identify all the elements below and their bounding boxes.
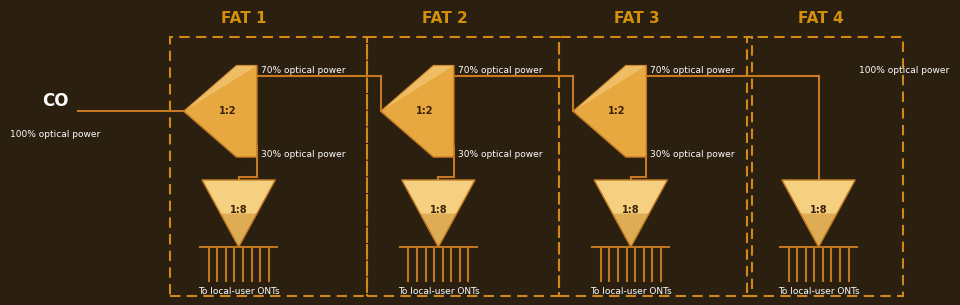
- Polygon shape: [183, 66, 257, 111]
- Polygon shape: [594, 180, 667, 247]
- Bar: [747, 37, 902, 296]
- Text: 1:8: 1:8: [622, 205, 639, 215]
- Text: To local-user ONTs: To local-user ONTs: [590, 287, 672, 296]
- Polygon shape: [782, 180, 855, 247]
- Text: FAT 2: FAT 2: [422, 11, 468, 26]
- Text: 1:2: 1:2: [219, 106, 236, 116]
- Text: 1:8: 1:8: [810, 205, 828, 215]
- Text: FAT 3: FAT 3: [614, 11, 660, 26]
- Text: To local-user ONTs: To local-user ONTs: [778, 287, 859, 296]
- Text: 30% optical power: 30% optical power: [458, 149, 542, 159]
- Polygon shape: [612, 214, 649, 247]
- Polygon shape: [381, 66, 454, 157]
- Polygon shape: [202, 180, 276, 247]
- Text: 70% optical power: 70% optical power: [650, 66, 734, 75]
- Text: FAT 1: FAT 1: [221, 11, 266, 26]
- Text: 70% optical power: 70% optical power: [261, 66, 346, 75]
- Text: CO: CO: [42, 92, 69, 110]
- Bar: [560, 37, 752, 296]
- Bar: [367, 37, 560, 296]
- Text: 1:8: 1:8: [429, 205, 447, 215]
- Polygon shape: [573, 66, 646, 111]
- Polygon shape: [221, 214, 257, 247]
- Text: 1:2: 1:2: [609, 106, 626, 116]
- Text: To local-user ONTs: To local-user ONTs: [397, 287, 479, 296]
- Text: 30% optical power: 30% optical power: [261, 149, 346, 159]
- Text: 70% optical power: 70% optical power: [458, 66, 542, 75]
- Text: 100% optical power: 100% optical power: [859, 66, 949, 75]
- Text: To local-user ONTs: To local-user ONTs: [198, 287, 279, 296]
- Polygon shape: [381, 66, 454, 111]
- Text: 1:2: 1:2: [416, 106, 433, 116]
- Text: 100% optical power: 100% optical power: [11, 130, 101, 139]
- Polygon shape: [801, 214, 837, 247]
- Polygon shape: [401, 180, 475, 247]
- Bar: [170, 37, 367, 296]
- Polygon shape: [420, 214, 457, 247]
- Polygon shape: [183, 66, 257, 157]
- Text: 30% optical power: 30% optical power: [650, 149, 734, 159]
- Text: 1:8: 1:8: [229, 205, 248, 215]
- Polygon shape: [573, 66, 646, 157]
- Text: FAT 4: FAT 4: [798, 11, 843, 26]
